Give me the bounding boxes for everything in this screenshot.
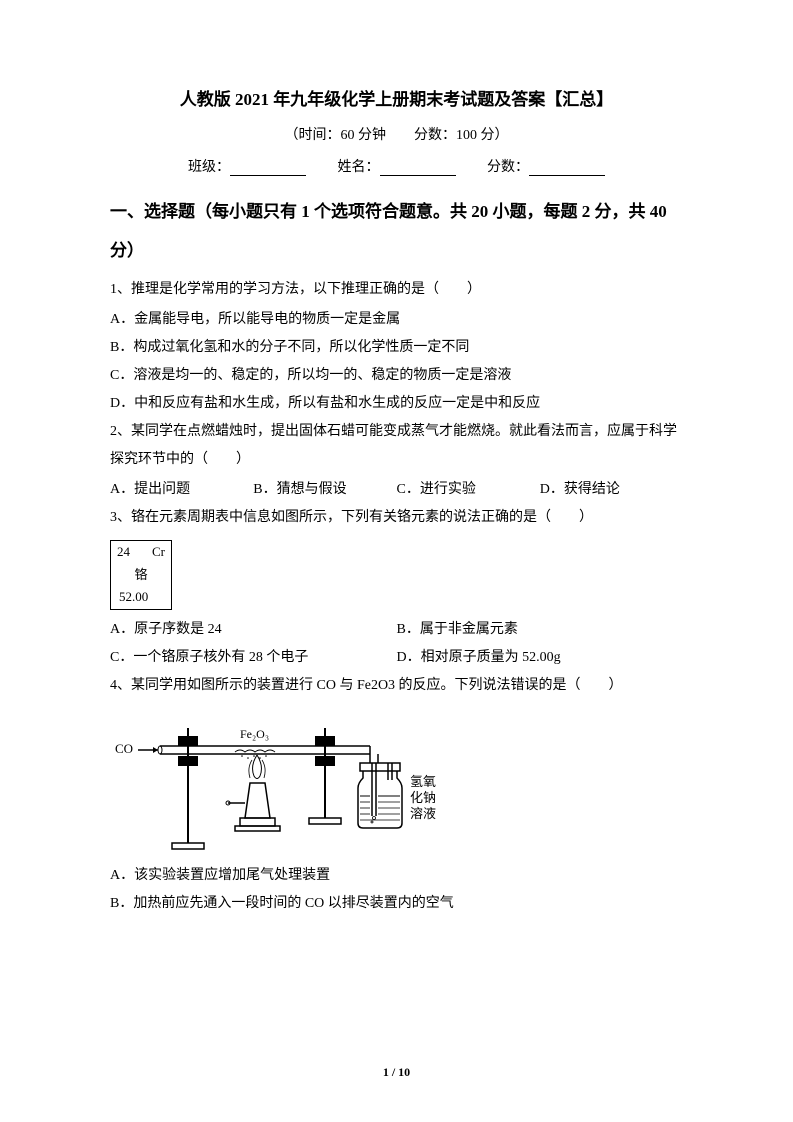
q2-c: C．进行实验 [397, 476, 540, 504]
q2-text: 2、某同学在点燃蜡烛时，提出固体石蜡可能变成蒸气才能燃烧。就此看法而言，应属于科… [110, 418, 683, 474]
score-blank[interactable] [529, 162, 605, 176]
q2-d: D．获得结论 [540, 476, 683, 504]
name-label: 姓名： [338, 160, 380, 175]
q1-text: 1、推理是化学常用的学习方法，以下推理正确的是（ ） [110, 276, 683, 304]
naoh-label-3: 溶液 [410, 806, 436, 821]
q4-text: 4、某同学用如图所示的装置进行 CO 与 Fe2O3 的反应。下列说法错误的是（… [110, 672, 683, 700]
element-mass: 52.00 [119, 589, 148, 605]
q1-a: A．金属能导电，所以能导电的物质一定是金属 [110, 306, 683, 334]
class-blank[interactable] [230, 162, 306, 176]
page-title: 人教版 2021 年九年级化学上册期末考试题及答案【汇总】 [110, 85, 683, 110]
subtitle: （时间：60 分钟 分数：100 分） [110, 124, 683, 144]
name-blank[interactable] [380, 162, 456, 176]
element-box: 24 Cr 铬 52.00 [110, 540, 172, 610]
q3-row1: A．原子序数是 24 B．属于非金属元素 [110, 616, 683, 644]
score-label: 分数： [487, 160, 529, 175]
naoh-label-1: 氢氧 [410, 774, 436, 789]
q1-c: C．溶液是均一的、稳定的，所以均一的、稳定的物质一定是溶液 [110, 362, 683, 390]
q1-b: B．构成过氧化氢和水的分子不同，所以化学性质一定不同 [110, 334, 683, 362]
fe2o3-label: Fe₂O₃ [240, 727, 269, 741]
element-name: 铬 [134, 564, 147, 583]
q3-d: D．相对原子质量为 52.00g [397, 644, 684, 672]
q3-a: A．原子序数是 24 [110, 616, 397, 644]
apparatus-svg: CO Fe₂O₃ [110, 708, 460, 858]
q3-row2: C．一个铬原子核外有 28 个电子 D．相对原子质量为 52.00g [110, 644, 683, 672]
q3-b: B．属于非金属元素 [397, 616, 684, 644]
q3-c: C．一个铬原子核外有 28 个电子 [110, 644, 397, 672]
q2-b: B．猜想与假设 [253, 476, 396, 504]
section-title: 一、选择题（每小题只有 1 个选项符合题意。共 20 小题，每题 2 分，共 4… [110, 192, 683, 270]
class-label: 班级： [188, 160, 230, 175]
co-label: CO [115, 741, 133, 756]
q1-d: D．中和反应有盐和水生成，所以有盐和水生成的反应一定是中和反应 [110, 390, 683, 418]
q2-a: A．提出问题 [110, 476, 253, 504]
q3-text: 3、铬在元素周期表中信息如图所示，下列有关铬元素的说法正确的是（ ） [110, 504, 683, 532]
element-symbol: Cr [152, 544, 165, 560]
element-number: 24 [117, 544, 130, 560]
naoh-label-2: 化钠 [410, 790, 436, 805]
apparatus-diagram: CO Fe₂O₃ [110, 708, 460, 858]
info-line: 班级： 姓名： 分数： [110, 156, 683, 176]
q4-a: A．该实验装置应增加尾气处理装置 [110, 862, 683, 890]
page-number: 1 / 10 [383, 1065, 410, 1080]
q2-options: A．提出问题 B．猜想与假设 C．进行实验 D．获得结论 [110, 476, 683, 504]
q4-b: B．加热前应先通入一段时间的 CO 以排尽装置内的空气 [110, 890, 683, 918]
